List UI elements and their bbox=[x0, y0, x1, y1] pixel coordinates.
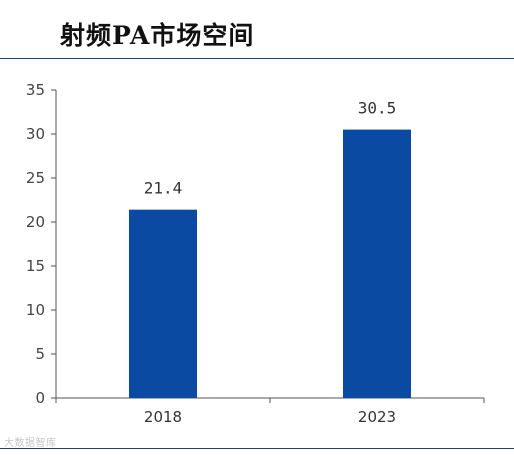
data-label-2023: 30.5 bbox=[358, 99, 397, 118]
x-tick-label: 2023 bbox=[358, 408, 396, 426]
data-label-2018: 21.4 bbox=[144, 179, 183, 198]
y-axis: 0 5 10 15 20 25 30 35 bbox=[26, 81, 57, 407]
x-axis: 2018 2023 bbox=[55, 397, 485, 426]
y-tick-label: 30 bbox=[26, 125, 45, 143]
bar-2018 bbox=[129, 209, 197, 398]
y-tick-label: 25 bbox=[26, 169, 45, 187]
x-tick-label: 2018 bbox=[144, 408, 182, 426]
y-tick-label: 5 bbox=[35, 345, 45, 363]
y-tick-label: 20 bbox=[26, 213, 45, 231]
bars bbox=[129, 129, 411, 398]
watermark-text: 大数据智库 bbox=[4, 438, 57, 449]
y-tick-label: 35 bbox=[26, 81, 45, 99]
bar-2023 bbox=[343, 129, 411, 398]
top-divider bbox=[0, 58, 514, 59]
y-tick-label: 0 bbox=[35, 389, 45, 407]
bottom-divider bbox=[0, 448, 514, 449]
data-labels: 21.4 30.5 bbox=[144, 99, 397, 198]
y-tick-label: 10 bbox=[26, 301, 45, 319]
chart-title: 射频PA市场空间 bbox=[60, 21, 255, 50]
y-tick-label: 15 bbox=[26, 257, 45, 275]
